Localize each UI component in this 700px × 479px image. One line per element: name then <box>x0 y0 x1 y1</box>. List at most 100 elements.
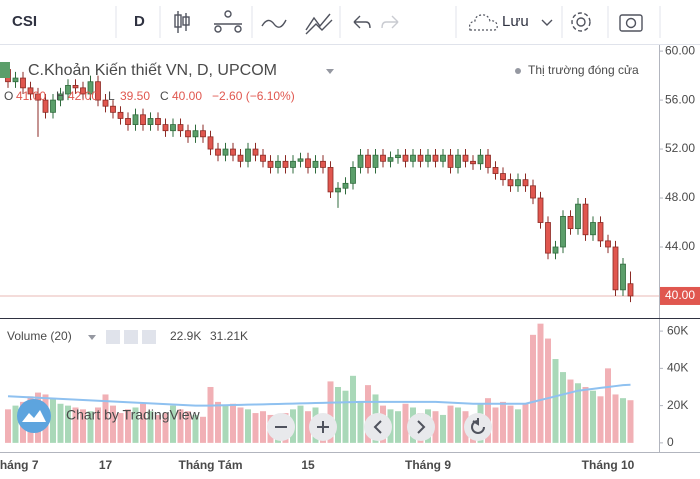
status-dot <box>515 68 521 74</box>
volume-title: Volume (20) <box>7 329 72 343</box>
line-tool-button[interactable] <box>261 19 287 28</box>
y-tick-label: 60.00 <box>665 43 695 57</box>
volume-bar <box>605 368 611 443</box>
candle-body <box>215 148 221 156</box>
x-tick-label: Tháng 7 <box>0 458 39 472</box>
candle-body <box>192 130 199 138</box>
candle-body <box>492 167 499 174</box>
x-tick-label: 15 <box>301 458 315 472</box>
candle-body <box>305 158 311 168</box>
candle-body <box>185 130 191 138</box>
candle-body <box>620 263 626 291</box>
compare-button[interactable] <box>305 13 333 35</box>
volume-y-tick-label: 0 <box>667 435 674 449</box>
candle-body <box>27 87 34 95</box>
candle-style-button[interactable] <box>174 11 190 33</box>
candle-body <box>162 124 169 132</box>
candle-body <box>57 93 64 101</box>
volume-legend-buttons[interactable] <box>106 330 156 344</box>
candle-body <box>35 93 41 101</box>
candle-body <box>335 187 341 193</box>
candle-body <box>597 222 604 242</box>
candle-body <box>297 158 304 162</box>
volume-bar <box>12 405 19 443</box>
volume-bar <box>200 416 206 443</box>
candle-body <box>200 130 206 138</box>
candle-body <box>12 77 19 83</box>
candle-body <box>552 246 559 254</box>
candle-body <box>267 160 274 168</box>
volume-bar <box>5 409 11 443</box>
volume-ma-line <box>7 383 631 407</box>
candle-body <box>425 154 431 162</box>
candle-body <box>110 105 116 113</box>
volume-bar <box>627 400 634 443</box>
candle-body <box>485 154 491 168</box>
volume-bar <box>500 401 506 443</box>
candle-body <box>230 148 236 156</box>
watermark: Chart by TradingView <box>66 407 200 423</box>
ohlc-value: 42.00 <box>68 89 98 103</box>
candle-body <box>222 148 229 156</box>
volume-bar <box>530 334 536 443</box>
market-status: Thị trường đóng cửa <box>528 63 639 77</box>
indicators-button[interactable] <box>214 10 242 33</box>
ohlc-value: 41.00 <box>16 89 46 103</box>
screenshot-button[interactable] <box>619 14 643 32</box>
candle-body <box>590 222 596 236</box>
legend-arrow[interactable] <box>326 69 334 74</box>
volume-bar <box>110 405 116 443</box>
candle-body <box>387 157 394 162</box>
candle-body <box>177 124 184 132</box>
volume-bar <box>177 409 184 443</box>
volume-bar <box>140 403 146 443</box>
volume-bar <box>57 403 64 443</box>
volume-bar <box>155 414 161 443</box>
volume-bar <box>455 407 461 443</box>
candle-body <box>455 154 461 168</box>
save-dropdown[interactable] <box>541 19 553 26</box>
volume-bar <box>230 403 236 443</box>
volume-bar <box>72 407 79 443</box>
watermark-logo <box>17 399 51 433</box>
candle-body <box>132 114 139 125</box>
ohlc-key: L <box>108 89 115 103</box>
volume-value: 22.9K <box>170 329 201 343</box>
last-price-tag <box>660 286 700 305</box>
candle-body <box>42 99 49 113</box>
candle-body <box>582 203 589 236</box>
undo-button[interactable] <box>353 15 371 29</box>
candle-body <box>477 154 484 165</box>
volume-bar <box>552 359 559 443</box>
volume-bar <box>432 411 439 443</box>
volume-y-tick-label: 20K <box>667 398 688 412</box>
candle-body <box>95 81 101 101</box>
candle-body <box>65 84 71 95</box>
interval[interactable]: D <box>134 13 145 30</box>
settings-button[interactable] <box>571 12 591 32</box>
candle-body <box>447 154 454 168</box>
symbol[interactable]: CSI <box>12 13 37 30</box>
volume-bar <box>590 390 596 443</box>
save-button[interactable]: Lưu <box>502 13 529 30</box>
candle-body <box>545 222 551 254</box>
x-tick-label: Tháng Tám <box>178 458 242 472</box>
candle-body <box>507 179 514 187</box>
zoom-controls[interactable] <box>267 413 492 441</box>
volume-bar <box>222 405 229 443</box>
redo-button[interactable] <box>381 15 399 29</box>
volume-legend-arrow[interactable] <box>88 335 96 340</box>
ohlc-change: −2.60 (−6.10%) <box>212 89 295 103</box>
volume-bar <box>567 379 574 443</box>
candle-body <box>537 197 544 223</box>
volume-bar <box>402 403 409 443</box>
ohlc-value: 40.00 <box>172 89 202 103</box>
volume-bar <box>597 396 604 443</box>
volume-bar <box>342 390 349 443</box>
volume-bar <box>215 401 221 443</box>
volume-bar <box>65 405 71 443</box>
candle-body <box>320 160 326 168</box>
candle-body <box>140 114 146 125</box>
candle-body <box>20 77 26 89</box>
